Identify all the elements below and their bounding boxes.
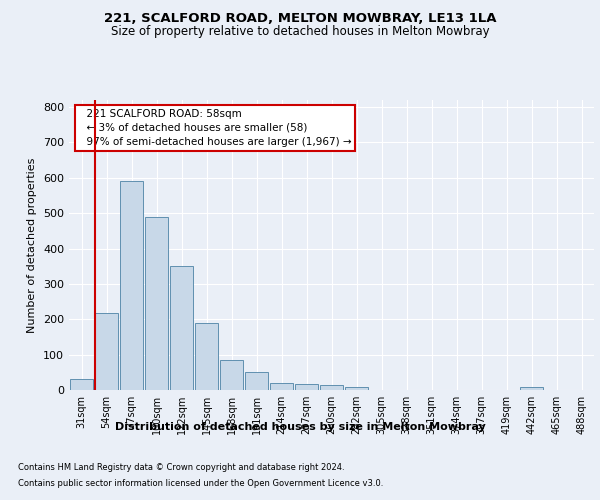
Text: 221, SCALFORD ROAD, MELTON MOWBRAY, LE13 1LA: 221, SCALFORD ROAD, MELTON MOWBRAY, LE13…	[104, 12, 496, 26]
Bar	[170, 266, 193, 390]
Bar	[195, 323, 218, 390]
Bar	[270, 383, 293, 390]
Bar	[120, 182, 143, 390]
Bar	[345, 387, 368, 390]
Bar	[295, 384, 318, 390]
Bar	[320, 384, 343, 390]
Text: Size of property relative to detached houses in Melton Mowbray: Size of property relative to detached ho…	[110, 25, 490, 38]
Bar	[520, 387, 543, 390]
Text: Contains public sector information licensed under the Open Government Licence v3: Contains public sector information licen…	[18, 478, 383, 488]
Text: Distribution of detached houses by size in Melton Mowbray: Distribution of detached houses by size …	[115, 422, 485, 432]
Bar	[145, 216, 168, 390]
Bar	[95, 313, 118, 390]
Bar	[245, 372, 268, 390]
Text: 221 SCALFORD ROAD: 58sqm
  ← 3% of detached houses are smaller (58)
  97% of sem: 221 SCALFORD ROAD: 58sqm ← 3% of detache…	[79, 108, 351, 146]
Y-axis label: Number of detached properties: Number of detached properties	[28, 158, 37, 332]
Bar	[220, 360, 243, 390]
Text: Contains HM Land Registry data © Crown copyright and database right 2024.: Contains HM Land Registry data © Crown c…	[18, 464, 344, 472]
Bar	[70, 380, 93, 390]
